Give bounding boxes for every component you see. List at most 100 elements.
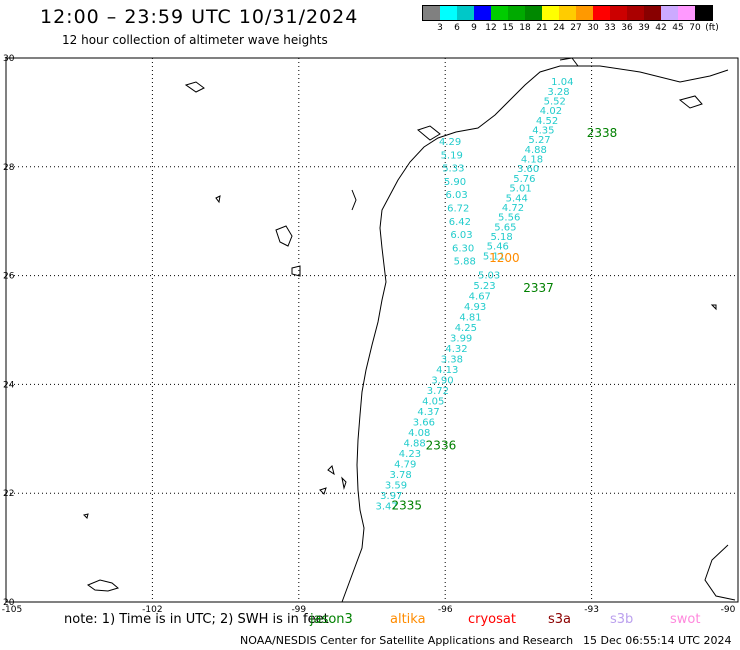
colorbar-label: 6 [454, 23, 460, 33]
wave-height-value: 4.52 [536, 116, 558, 127]
wave-height-value: 3.78 [389, 470, 411, 481]
wave-height-value: 4.72 [502, 203, 524, 214]
map-title: 12:00 – 23:59 UTC 10/31/2024 [40, 6, 359, 28]
colorbar-swatch [695, 6, 712, 20]
lat-tick-label: 26 [3, 272, 15, 282]
mission-legend-jason3: jason3 [310, 612, 353, 627]
baja-cuba-fragment [86, 579, 120, 592]
colorbar-swatch [661, 6, 678, 20]
mission-legend-altika: altika [390, 612, 426, 627]
colorbar-labels: 3 6 9 12 15 18 21 24 27 30 33 36 39 42 45 70 (ft) [422, 21, 719, 35]
wave-height-value: 4.29 [439, 137, 461, 148]
colorbar-swatch [627, 6, 644, 20]
mission-legend-s3b: s3b [610, 612, 634, 627]
wave-height-value: 5.18 [490, 232, 512, 243]
wave-height-value: 5.23 [473, 281, 495, 292]
map-subtitle: 12 hour collection of altimeter wave hei… [62, 33, 328, 47]
wave-height-value: 3.38 [441, 354, 463, 365]
wave-height-value: 3.90 [431, 375, 453, 386]
wave-height-value: 5.03 [478, 270, 500, 281]
track-annotations: 2338 1200 2337 2336 2335 [392, 126, 618, 513]
wave-height-value: 4.88 [525, 145, 547, 156]
wave-height-value: 5.44 [506, 193, 528, 204]
map-frame [5, 57, 739, 603]
colorbar-swatch [576, 6, 593, 20]
wave-height-value: 4.05 [422, 396, 444, 407]
wave-height-value: 5.88 [454, 257, 476, 268]
wave-height-colorbar: 3 6 9 12 15 18 21 24 27 30 33 36 39 42 45 70 (ft) [422, 5, 719, 35]
mission-legend-swot: swot [670, 612, 701, 627]
wave-height-value: 5.19 [441, 150, 463, 161]
wave-height-value: 5.52 [544, 97, 566, 108]
colorbar-swatch [678, 6, 695, 20]
footer-note: note: 1) Time is in UTC; 2) SWH is in fe… [64, 612, 329, 627]
colorbar-swatch [491, 6, 508, 20]
wave-height-value: 3.60 [517, 164, 539, 175]
colorbar-label: 42 [655, 23, 667, 33]
wave-height-value: 6.03 [445, 190, 467, 201]
colorbar-swatch [559, 6, 576, 20]
colorbar-label: 21 [536, 23, 548, 33]
bay-outlines [184, 57, 703, 277]
wave-height-value: 6.30 [452, 243, 474, 254]
colorbar-swatch [542, 6, 559, 20]
wave-height-value: 4.13 [436, 365, 458, 376]
lat-tick-label: 24 [3, 380, 15, 390]
wave-height-value: 4.37 [417, 407, 439, 418]
wave-height-value: 4.93 [464, 302, 486, 313]
wave-height-value: 4.32 [445, 344, 467, 355]
wave-height-value: 6.03 [450, 230, 472, 241]
colorbar-label: 30 [587, 23, 599, 33]
wave-height-value: 4.23 [399, 449, 421, 460]
wave-height-value: 4.35 [532, 126, 554, 137]
pass-time-label: 2337 [523, 281, 554, 295]
pass-time-label: 2338 [587, 126, 618, 140]
wave-height-value: 5.76 [513, 174, 535, 185]
colorbar-label: 33 [604, 23, 616, 33]
lon-tick-label: -93 [584, 605, 599, 615]
colorbar-swatch [610, 6, 627, 20]
wave-height-value: 3.28 [547, 87, 569, 98]
wave-height-value: 5.01 [509, 184, 531, 195]
wave-height-value: 4.02 [540, 106, 562, 117]
lon-tick-label: -102 [142, 605, 162, 615]
colorbar-label: 12 [485, 23, 497, 33]
wave-height-value: 4.81 [459, 312, 481, 323]
wave-height-value: 5.27 [528, 135, 550, 146]
lat-tick-label: 20 [3, 598, 15, 608]
wave-height-value: 3.99 [450, 333, 472, 344]
lon-tick-label: -99 [291, 605, 306, 615]
wave-height-value: 3.72 [427, 386, 449, 397]
wave-height-value: 4.88 [403, 438, 425, 449]
lat-tick-label: 28 [3, 163, 15, 173]
colorbar-label: 15 [502, 23, 514, 33]
colorbar-label: 27 [570, 23, 582, 33]
wave-height-value: 4.08 [408, 428, 430, 439]
wave-height-value: 4.79 [394, 459, 416, 470]
pass-time-label: 2335 [392, 499, 423, 513]
texas-mexico-coastline [341, 65, 729, 603]
lon-tick-label: -96 [438, 605, 453, 615]
wave-height-value: 5.90 [444, 177, 466, 188]
credit-text: NOAA/NESDIS Center for Satellite Applica… [240, 634, 574, 647]
colorbar-swatch [644, 6, 661, 20]
lat-tick-label: 22 [3, 489, 14, 499]
colorbar-label: (ft) [705, 23, 719, 33]
coastline [83, 57, 736, 603]
colorbar-swatch [508, 6, 525, 20]
colorbar-label: 24 [553, 23, 565, 33]
wave-height-value: 6.72 [447, 204, 469, 215]
inland-lakes [83, 195, 717, 519]
colorbar-swatch [525, 6, 542, 20]
colorbar-swatch [457, 6, 474, 20]
mission-legend-s3a: s3a [548, 612, 572, 627]
colorbar-swatch [423, 6, 440, 20]
colorbar-swatch [474, 6, 491, 20]
wave-height-value: 5.33 [442, 164, 464, 175]
lat-lon-grid [5, 57, 739, 603]
lat-tick-label: 30 [3, 54, 15, 64]
wave-height-value: 4.67 [469, 291, 491, 302]
mission-legend-cryosat: cryosat [468, 612, 516, 627]
colorbar-swatch [593, 6, 610, 20]
wave-height-value: 5.65 [494, 222, 516, 233]
